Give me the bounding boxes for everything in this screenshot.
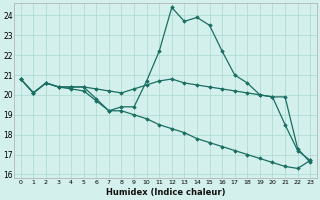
X-axis label: Humidex (Indice chaleur): Humidex (Indice chaleur) (106, 188, 225, 197)
